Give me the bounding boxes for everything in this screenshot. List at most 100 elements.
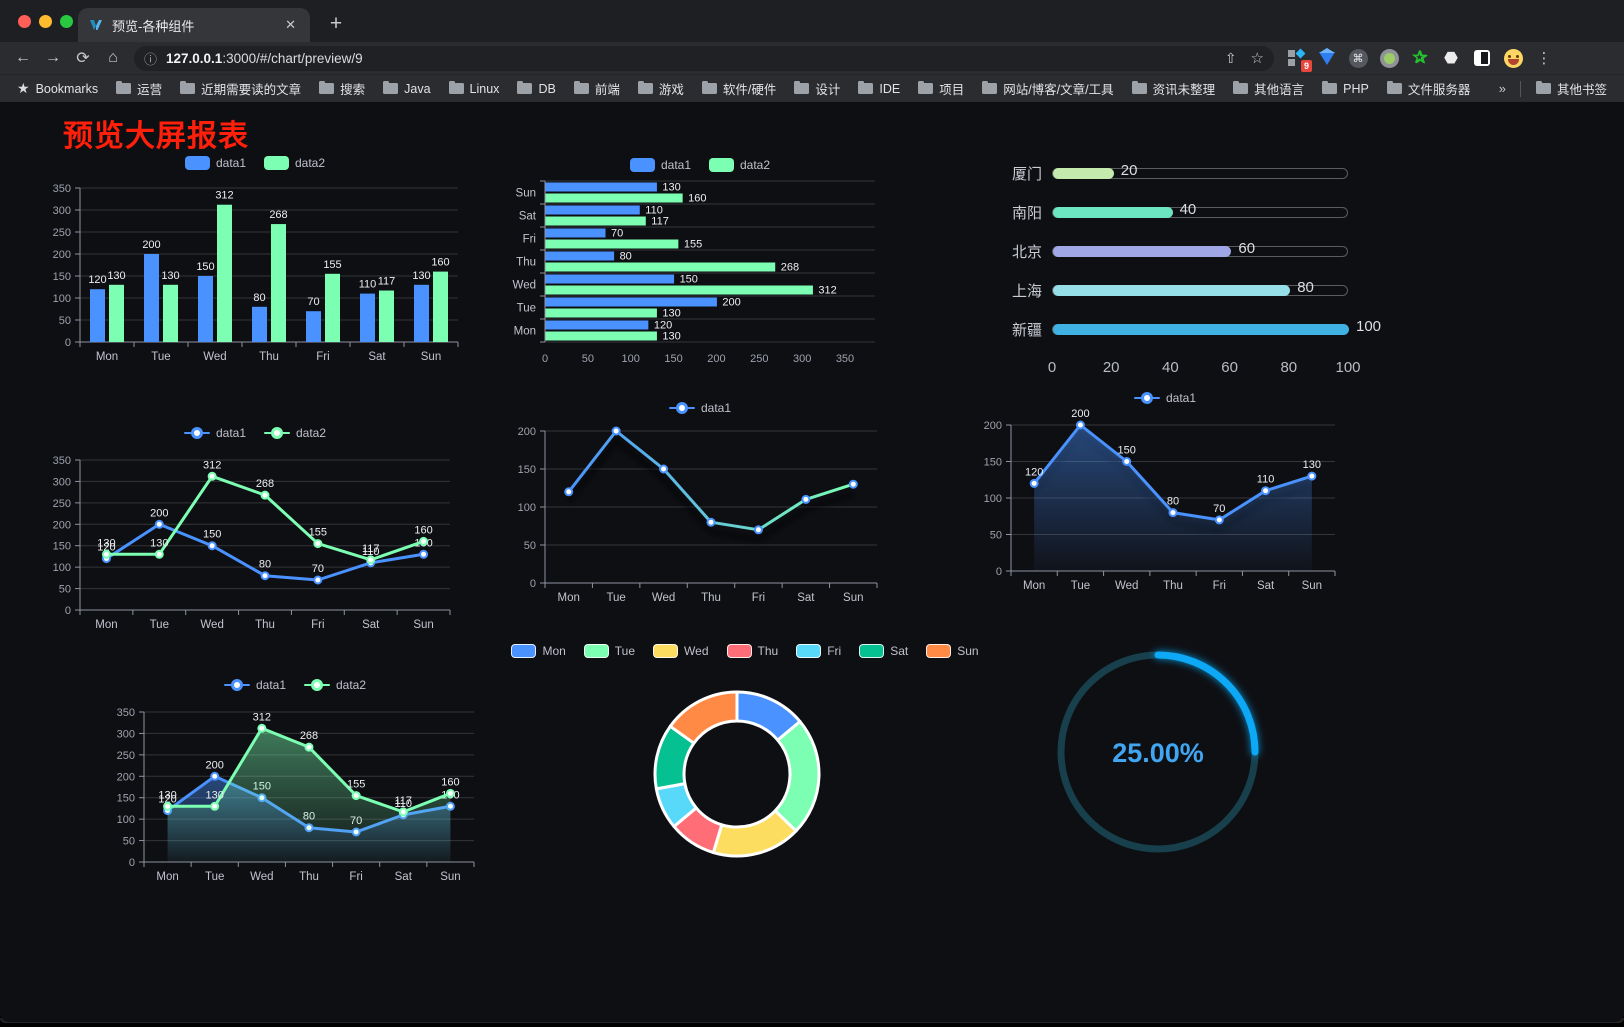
bookmark-label: 游戏 (658, 83, 684, 97)
legend-item[interactable]: data1 (668, 401, 731, 415)
extensions-puzzle-icon[interactable]: ⬣ (1444, 50, 1458, 67)
extension-grid-icon[interactable]: 9 (1286, 48, 1312, 72)
bookmarks-manager[interactable]: ★ Bookmarks (10, 77, 105, 100)
chart-line-two-series: data1 data2 0 50 100 150 200 250 300 350 Mon Tue Wed… (40, 422, 470, 636)
svg-text:200: 200 (984, 420, 1002, 432)
back-icon[interactable]: ← (15, 49, 31, 66)
bookmark-folder[interactable]: 设计 (787, 76, 847, 101)
legend-item[interactable]: data1 (183, 426, 246, 440)
svg-text:Mon: Mon (96, 351, 118, 363)
bookmark-folder[interactable]: 运营 (109, 76, 169, 101)
folder-icon (448, 80, 464, 94)
address-bar[interactable]: ⓘ 127.0.0.1:3000/#/chart/preview/9 ⇧ ☆ (134, 45, 1274, 71)
bookmark-folder[interactable]: DB (510, 79, 562, 99)
bookmark-folder[interactable]: 前端 (567, 76, 627, 101)
chart-line-area: data1 0 50 100 150 200 Mon Tue Wed Thu Fri Sat Sun 12… (975, 387, 1355, 599)
svg-text:0: 0 (65, 337, 71, 349)
other-bookmarks-folder[interactable]: 其他书签 (1529, 76, 1614, 101)
svg-text:110: 110 (1257, 474, 1275, 486)
pie-slice-Wed[interactable] (711, 809, 798, 858)
bookmark-folder[interactable]: Linux (442, 79, 507, 99)
legend-item[interactable]: data1 (223, 678, 286, 692)
bookmark-folder[interactable]: 资讯未整理 (1125, 76, 1223, 101)
bookmark-folder[interactable]: IDE (851, 79, 907, 99)
bookmark-folder[interactable]: 网站/博客/文章/工具 (975, 76, 1120, 101)
legend-marker (583, 644, 609, 658)
legend-item[interactable]: Fri (796, 644, 841, 658)
site-info-icon[interactable]: ⓘ (144, 51, 158, 67)
extension-green-dot-icon[interactable] (1379, 48, 1399, 68)
bookmark-folder[interactable]: PHP (1315, 79, 1376, 99)
legend-item[interactable]: Wed (653, 644, 709, 658)
bookmark-folder[interactable]: 其他语言 (1226, 76, 1311, 101)
legend-marker (796, 644, 822, 658)
bookmark-folder[interactable]: 项目 (911, 76, 971, 101)
legend-marker (653, 644, 679, 658)
svg-text:50: 50 (123, 836, 135, 848)
legend-item[interactable]: data2 (304, 678, 366, 692)
legend-item[interactable]: Sat (859, 644, 908, 658)
pie-slice-Tue[interactable] (773, 720, 821, 833)
extension-gem-icon[interactable] (1317, 47, 1337, 68)
bookmark-folder[interactable]: 搜索 (312, 76, 372, 101)
chart-donut: Mon Tue Wed Thu Fri Sat Sun (511, 640, 979, 980)
legend-item[interactable]: data2 (264, 156, 325, 170)
legend-marker (264, 427, 290, 439)
new-tab-button[interactable]: + (329, 12, 343, 35)
chart-legend: data1 (505, 397, 895, 419)
folder-icon (858, 80, 874, 94)
legend-item[interactable]: Sun (926, 644, 979, 658)
browser-tab[interactable]: 预览-各种组件 ✕ (78, 8, 310, 42)
pie-slice-Sun[interactable] (668, 690, 739, 745)
window-minimize-button[interactable] (39, 15, 52, 28)
bookmark-star-icon[interactable]: ☆ (1250, 50, 1264, 67)
svg-text:150: 150 (680, 274, 698, 286)
legend-item[interactable]: data2 (709, 158, 770, 172)
share-icon[interactable]: ⇧ (1224, 49, 1237, 66)
svg-text:Tue: Tue (517, 303, 536, 315)
bookmark-folder[interactable]: 文件服务器 (1380, 76, 1478, 101)
svg-text:117: 117 (395, 795, 413, 807)
legend-label: data1 (1165, 391, 1197, 405)
tab-close-icon[interactable]: ✕ (285, 17, 296, 32)
window-zoom-button[interactable] (60, 15, 73, 28)
folder-icon (383, 80, 399, 94)
legend-item[interactable]: data2 (264, 426, 326, 440)
legend-item[interactable]: data1 (1133, 391, 1197, 405)
chart-grouped-bar: data1 data2 0 50 100 150 200 250 300 350 Mon Tue Wed… (40, 152, 470, 368)
window-close-button[interactable] (18, 15, 31, 28)
svg-text:50: 50 (582, 353, 594, 365)
home-icon[interactable]: ⌂ (108, 49, 118, 66)
bookmark-folder[interactable]: 软件/硬件 (695, 76, 783, 101)
extension-star-icon[interactable]: ✰ (1412, 48, 1428, 68)
extension-command-icon[interactable]: ⌘ (1348, 48, 1368, 68)
legend-item[interactable]: Mon (511, 644, 566, 658)
url-host: 127.0.0.1 (166, 50, 223, 66)
forward-icon[interactable]: → (45, 49, 61, 66)
svg-text:160: 160 (441, 776, 459, 788)
extension-badge: 9 (1300, 60, 1312, 72)
bookmark-folder[interactable]: Java (376, 79, 437, 99)
url-text: 127.0.0.1:3000/#/chart/preview/9 (166, 51, 1217, 66)
svg-text:200: 200 (117, 771, 135, 783)
bookmarks-bar: ★ Bookmarks 运营 近期需要读的文章 搜索 Java Linux DB 前端 游戏 软… (0, 74, 1624, 102)
bookmarks-overflow-icon[interactable]: » (1498, 81, 1506, 96)
axis-tick-label: 40 (1162, 359, 1179, 376)
legend-item[interactable]: Tue (583, 644, 635, 658)
svg-text:150: 150 (518, 464, 536, 476)
legend-item[interactable]: data1 (184, 156, 246, 170)
reload-icon[interactable]: ⟳ (76, 50, 90, 67)
folder-icon (794, 80, 810, 94)
legend-label: Fri (827, 644, 842, 658)
browser-menu-icon[interactable]: ⋮ (1536, 50, 1552, 67)
legend-item[interactable]: data1 (629, 158, 691, 172)
legend-marker (709, 158, 734, 172)
svg-text:70: 70 (312, 563, 324, 575)
svg-text:Mon: Mon (156, 871, 178, 883)
legend-item[interactable]: Thu (726, 644, 778, 658)
bookmark-folder[interactable]: 游戏 (631, 76, 691, 101)
extension-darkreader-icon[interactable] (1472, 48, 1492, 68)
bookmark-folder[interactable]: 近期需要读的文章 (173, 76, 308, 101)
svg-text:200: 200 (707, 353, 725, 365)
profile-avatar[interactable] (1503, 48, 1523, 68)
